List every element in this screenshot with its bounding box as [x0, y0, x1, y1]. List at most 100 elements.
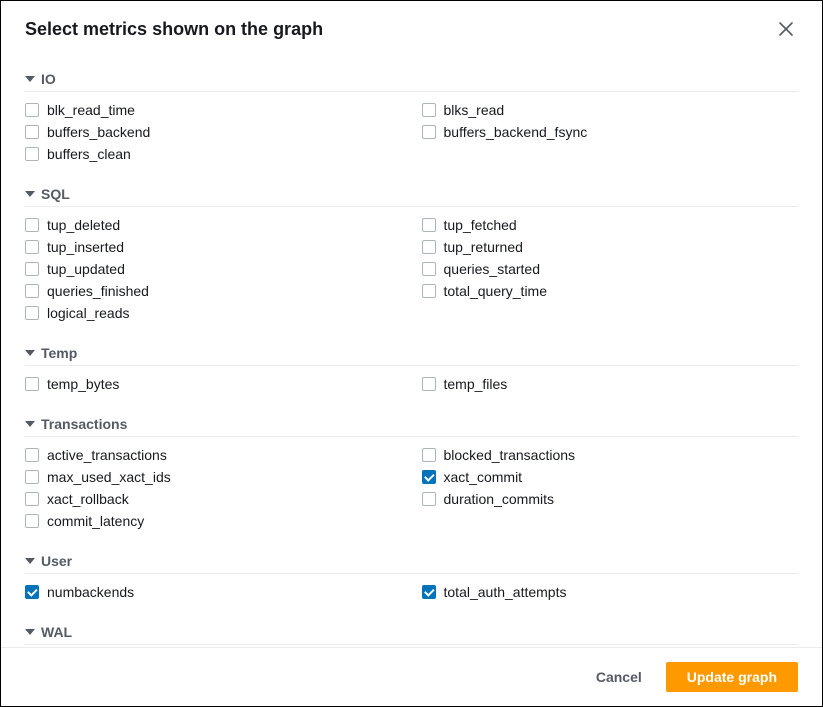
section-header[interactable]: User — [25, 547, 798, 574]
metric-item[interactable]: xact_rollback — [25, 489, 402, 509]
metric-checkbox[interactable] — [25, 492, 39, 506]
caret-down-icon — [25, 76, 35, 82]
metric-label: temp_bytes — [47, 376, 119, 392]
metric-label: buffers_backend — [47, 124, 150, 140]
metric-label: queries_finished — [47, 283, 149, 299]
metric-checkbox[interactable] — [422, 585, 436, 599]
close-button[interactable] — [774, 17, 798, 41]
metric-label: tup_returned — [444, 239, 523, 255]
metric-label: blocked_transactions — [444, 447, 576, 463]
caret-down-icon — [25, 629, 35, 635]
metric-checkbox[interactable] — [422, 125, 436, 139]
cancel-button[interactable]: Cancel — [586, 663, 652, 691]
metric-checkbox[interactable] — [422, 492, 436, 506]
metric-checkbox[interactable] — [422, 448, 436, 462]
metric-label: queries_started — [444, 261, 541, 277]
caret-down-icon — [25, 421, 35, 427]
metrics-modal: Select metrics shown on the graph IO blk_… — [1, 1, 822, 706]
metric-item[interactable]: total_auth_attempts — [422, 582, 799, 602]
metric-item[interactable]: temp_files — [422, 374, 799, 394]
section-title: Temp — [41, 345, 77, 361]
metric-grid: blk_read_timeblks_readbuffers_backendbuf… — [25, 98, 798, 172]
modal-body-wrapper: IOblk_read_timeblks_readbuffers_backendb… — [1, 53, 822, 647]
section-temp: Temp temp_bytes temp_files — [25, 339, 798, 402]
metric-label: tup_updated — [47, 261, 125, 277]
metric-item[interactable]: logical_reads — [25, 303, 402, 323]
metric-item[interactable]: buffers_backend_fsync — [422, 122, 799, 142]
metric-checkbox[interactable] — [25, 125, 39, 139]
metric-checkbox[interactable] — [25, 470, 39, 484]
metric-item[interactable]: tup_returned — [422, 237, 799, 257]
metric-checkbox[interactable] — [422, 218, 436, 232]
metric-label: buffers_backend_fsync — [444, 124, 588, 140]
section-header[interactable]: IO — [25, 65, 798, 92]
section-title: SQL — [41, 186, 70, 202]
metric-item[interactable]: queries_finished — [25, 281, 402, 301]
metric-item[interactable]: max_used_xact_ids — [25, 467, 402, 487]
section-header[interactable]: Transactions — [25, 410, 798, 437]
metric-checkbox[interactable] — [25, 218, 39, 232]
metric-label: max_used_xact_ids — [47, 469, 171, 485]
update-graph-button[interactable]: Update graph — [666, 662, 798, 692]
metric-item[interactable]: buffers_backend — [25, 122, 402, 142]
metric-item[interactable]: xact_commit — [422, 467, 799, 487]
modal-header: Select metrics shown on the graph — [1, 1, 822, 53]
metric-item[interactable]: blocked_transactions — [422, 445, 799, 465]
metric-item[interactable]: commit_latency — [25, 511, 402, 531]
metric-item[interactable]: queries_started — [422, 259, 799, 279]
metric-label: total_auth_attempts — [444, 584, 567, 600]
metric-item[interactable]: tup_deleted — [25, 215, 402, 235]
metric-item[interactable]: duration_commits — [422, 489, 799, 509]
section-transactions: Transactions active_transactions blocked_t… — [25, 410, 798, 539]
metric-checkbox[interactable] — [25, 306, 39, 320]
metric-checkbox[interactable] — [25, 448, 39, 462]
metric-item[interactable]: tup_inserted — [25, 237, 402, 257]
section-header[interactable]: SQL — [25, 180, 798, 207]
metric-label: tup_deleted — [47, 217, 120, 233]
metric-label: xact_rollback — [47, 491, 129, 507]
metric-checkbox[interactable] — [422, 240, 436, 254]
metric-label: duration_commits — [444, 491, 555, 507]
metric-label: temp_files — [444, 376, 508, 392]
metric-checkbox[interactable] — [422, 262, 436, 276]
metric-item[interactable]: blks_read — [422, 100, 799, 120]
metric-checkbox[interactable] — [25, 240, 39, 254]
section-wal: WAL — [25, 618, 798, 647]
metric-checkbox[interactable] — [25, 262, 39, 276]
metric-checkbox[interactable] — [422, 103, 436, 117]
metric-grid: numbackends total_auth_attempts — [25, 580, 798, 610]
metric-label: tup_inserted — [47, 239, 124, 255]
metric-checkbox[interactable] — [25, 514, 39, 528]
metric-item[interactable]: active_transactions — [25, 445, 402, 465]
modal-footer: Cancel Update graph — [1, 647, 822, 706]
metric-label: xact_commit — [444, 469, 523, 485]
metric-checkbox[interactable] — [25, 284, 39, 298]
metric-label: logical_reads — [47, 305, 130, 321]
metric-item[interactable]: numbackends — [25, 582, 402, 602]
metric-item[interactable]: buffers_clean — [25, 144, 402, 164]
metric-item[interactable]: tup_fetched — [422, 215, 799, 235]
metric-item[interactable]: total_query_time — [422, 281, 799, 301]
modal-body[interactable]: IOblk_read_timeblks_readbuffers_backendb… — [1, 53, 822, 647]
caret-down-icon — [25, 191, 35, 197]
modal-title: Select metrics shown on the graph — [25, 19, 323, 40]
section-title: Transactions — [41, 416, 127, 432]
metric-checkbox[interactable] — [422, 470, 436, 484]
section-header[interactable]: WAL — [25, 618, 798, 645]
metric-checkbox[interactable] — [422, 377, 436, 391]
metric-checkbox[interactable] — [422, 284, 436, 298]
metric-item[interactable]: tup_updated — [25, 259, 402, 279]
metric-checkbox[interactable] — [25, 103, 39, 117]
metric-grid: tup_deleted tup_fetched tup_inserted tup_re… — [25, 213, 798, 331]
metric-checkbox[interactable] — [25, 585, 39, 599]
metric-label: blk_read_time — [47, 102, 135, 118]
metric-item[interactable]: blk_read_time — [25, 100, 402, 120]
close-icon — [778, 21, 794, 37]
metric-checkbox[interactable] — [25, 147, 39, 161]
caret-down-icon — [25, 558, 35, 564]
section-title: WAL — [41, 624, 72, 640]
metric-checkbox[interactable] — [25, 377, 39, 391]
section-sql: SQLtup_deletedtup_fetchedtup_insertedtup… — [25, 180, 798, 331]
metric-item[interactable]: temp_bytes — [25, 374, 402, 394]
section-header[interactable]: Temp — [25, 339, 798, 366]
